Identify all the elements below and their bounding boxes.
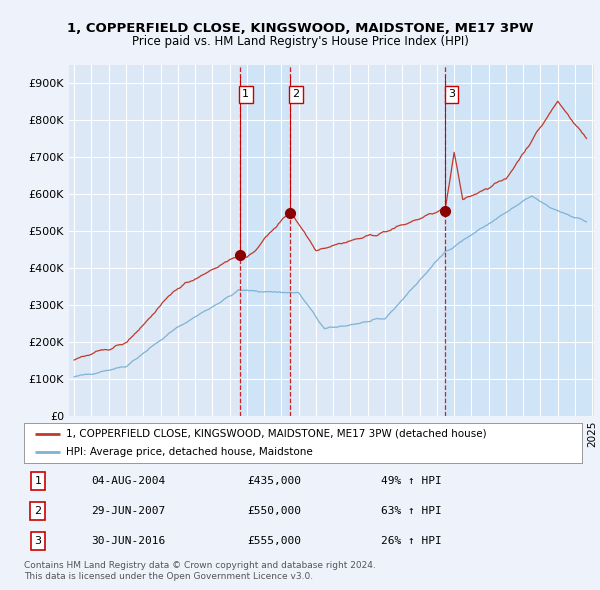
Bar [445,65,594,416]
Text: 3: 3 [34,536,41,546]
Text: £555,000: £555,000 [247,536,301,546]
Text: 26% ↑ HPI: 26% ↑ HPI [381,536,442,546]
Text: 30-JUN-2016: 30-JUN-2016 [91,536,165,546]
Text: 63% ↑ HPI: 63% ↑ HPI [381,506,442,516]
Text: 1: 1 [34,476,41,486]
Text: 04-AUG-2004: 04-AUG-2004 [91,476,165,486]
Text: £435,000: £435,000 [247,476,301,486]
Text: 2: 2 [293,90,299,100]
Text: 3: 3 [448,90,455,100]
Text: This data is licensed under the Open Government Licence v3.0.: This data is licensed under the Open Gov… [24,572,313,581]
Text: HPI: Average price, detached house, Maidstone: HPI: Average price, detached house, Maid… [66,447,313,457]
Text: 1, COPPERFIELD CLOSE, KINGSWOOD, MAIDSTONE, ME17 3PW (detached house): 1, COPPERFIELD CLOSE, KINGSWOOD, MAIDSTO… [66,429,487,439]
Text: 1, COPPERFIELD CLOSE, KINGSWOOD, MAIDSTONE, ME17 3PW: 1, COPPERFIELD CLOSE, KINGSWOOD, MAIDSTO… [67,22,533,35]
Text: 49% ↑ HPI: 49% ↑ HPI [381,476,442,486]
Bar [240,65,290,416]
Text: 2: 2 [34,506,41,516]
Text: Price paid vs. HM Land Registry's House Price Index (HPI): Price paid vs. HM Land Registry's House … [131,35,469,48]
Text: Contains HM Land Registry data © Crown copyright and database right 2024.: Contains HM Land Registry data © Crown c… [24,560,376,569]
Text: £550,000: £550,000 [247,506,301,516]
Text: 29-JUN-2007: 29-JUN-2007 [91,506,165,516]
Text: 1: 1 [242,90,250,100]
